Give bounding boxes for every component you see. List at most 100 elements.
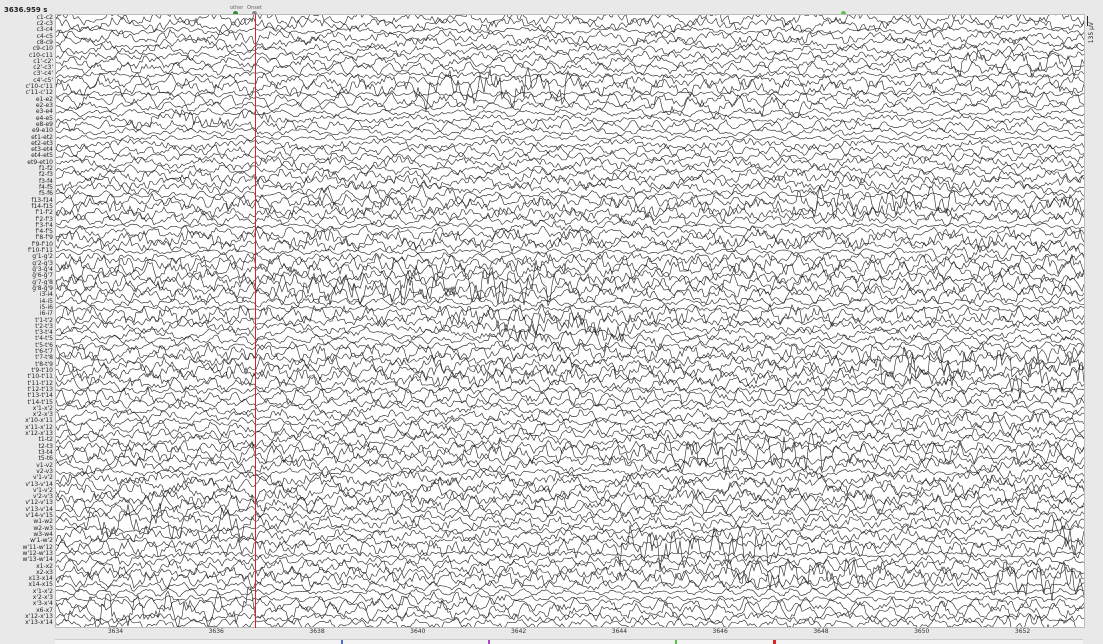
channel-label[interactable]: t'1-t'2	[35, 316, 53, 324]
channel-label[interactable]: w'13-w'14	[22, 556, 53, 564]
channel-label[interactable]: t'5-t'6	[35, 341, 53, 349]
timeline-scrollbar[interactable]	[55, 639, 1083, 644]
channel-label[interactable]: v'13-v'14	[25, 505, 53, 513]
channel-label[interactable]: v'1-v'2	[32, 474, 53, 482]
channel-label[interactable]: g'3-g'4	[32, 266, 53, 274]
channel-label[interactable]: f5-f6	[38, 190, 53, 198]
channel-label[interactable]: w'12-w'13	[22, 549, 53, 557]
channel-label[interactable]: t3-t4	[38, 448, 53, 456]
channel-label[interactable]: g'7-g'8	[32, 278, 53, 286]
channel-label[interactable]: g'2-g'3	[32, 259, 53, 267]
channel-label[interactable]: x'12-x'13	[25, 430, 53, 438]
channel-label[interactable]: i6-i7	[39, 310, 53, 318]
channel-label[interactable]: t'9-t'10	[31, 366, 53, 374]
channel-label[interactable]: e4-e5	[35, 114, 53, 122]
channel-label[interactable]: v'2-v'3	[32, 493, 53, 501]
marker-other-dot[interactable]	[233, 11, 238, 16]
channel-label[interactable]: f2-f3	[38, 171, 53, 179]
channel-label[interactable]: w'11-w'12	[22, 543, 53, 551]
channel-label[interactable]: c9-c10	[32, 45, 53, 53]
channel-label[interactable]: c1'-c2'	[33, 57, 53, 65]
channel-label[interactable]: x'2-x'3	[32, 411, 53, 419]
channel-label[interactable]: f13-f14	[31, 196, 53, 204]
channel-label[interactable]: x'1-x'2	[32, 404, 53, 412]
channel-label[interactable]: f'2-f'3	[35, 215, 53, 223]
channel-label[interactable]: i5-i6	[39, 303, 53, 311]
channel-label[interactable]: f14-f15	[31, 202, 53, 210]
channel-label[interactable]: x'10-x'11	[25, 417, 53, 425]
channel-label[interactable]: f'10-f'11	[28, 247, 53, 255]
channel-label[interactable]: t'10-t'11	[27, 373, 53, 381]
channel-label[interactable]: x2-x3	[36, 568, 53, 576]
channel-label[interactable]: c3'-c4'	[33, 70, 53, 78]
channel-label[interactable]: c2'-c3'	[33, 64, 53, 72]
channel-label[interactable]: v'1-v'2	[32, 486, 53, 494]
channel-label[interactable]: c4-c5	[36, 32, 53, 40]
marker-onset-dot[interactable]	[252, 11, 257, 16]
channel-label[interactable]: i3-i4	[39, 291, 53, 299]
channel-label[interactable]: et2-et3	[31, 139, 53, 147]
channel-label[interactable]: e9-e10	[32, 127, 53, 135]
channel-label[interactable]: e3-e4	[35, 108, 53, 116]
channel-label[interactable]: x'3-x'4	[32, 600, 53, 608]
channel-label[interactable]: f'9-f'10	[31, 240, 53, 248]
channel-label[interactable]: c3-c4	[36, 26, 53, 34]
channel-label[interactable]: v2-v3	[36, 467, 53, 475]
channel-label[interactable]: f'4-f'5	[35, 228, 53, 236]
channel-label[interactable]: c8-c9	[36, 38, 53, 46]
channel-label[interactable]: c2-c3	[36, 19, 53, 27]
channel-label[interactable]: t'13-t'14	[27, 392, 53, 400]
channel-label[interactable]: e2-e3	[35, 101, 53, 109]
channel-label[interactable]: v'12-v'13	[25, 499, 53, 507]
channel-label[interactable]: c1-c2	[36, 13, 53, 21]
channel-label[interactable]: et1-et2	[31, 133, 53, 141]
channel-label[interactable]: v'14-v'15	[25, 512, 53, 520]
channel-label[interactable]: t'11-t'12	[27, 379, 53, 387]
channel-label[interactable]: x1-x2	[36, 562, 53, 570]
channel-label[interactable]: f'1-f'2	[35, 209, 53, 217]
channel-label[interactable]: t'6-t'7	[35, 348, 53, 356]
channel-label[interactable]: f1-f2	[38, 165, 53, 173]
channel-label[interactable]: f3-f4	[38, 177, 53, 185]
channel-label[interactable]: x13-x14	[28, 575, 53, 583]
channel-label[interactable]: t5-t6	[38, 455, 53, 463]
cursor-line[interactable]	[255, 14, 256, 628]
channel-label[interactable]: x'11-x'12	[25, 423, 53, 431]
channel-label[interactable]: x'12-x'13	[25, 613, 53, 621]
channel-label[interactable]: t1-t2	[38, 436, 53, 444]
channel-label[interactable]: x6-x7	[36, 606, 53, 614]
channel-label[interactable]: t'3-t'4	[35, 329, 53, 337]
channel-label[interactable]: e8-e9	[35, 120, 53, 128]
channel-label[interactable]: t'12-t'13	[27, 385, 53, 393]
channel-label[interactable]: w1-w2	[33, 518, 53, 526]
channel-label[interactable]: et9-et10	[27, 158, 53, 166]
channel-label[interactable]: g'1-g'2	[32, 253, 53, 261]
channel-label[interactable]: f4-f5	[38, 184, 53, 191]
channel-label[interactable]: et3-et4	[31, 146, 53, 154]
channel-label[interactable]: e1-e2	[35, 95, 53, 103]
channel-label[interactable]: g'6-g'7	[32, 272, 53, 280]
channel-label[interactable]: f'3-f'4	[35, 221, 53, 229]
channel-label[interactable]: c4'-c5'	[33, 76, 53, 84]
channel-label[interactable]: t'2-t'3	[35, 322, 53, 330]
channel-label[interactable]: t'4-t'5	[35, 335, 53, 343]
channel-label[interactable]: x'2-x'3	[32, 594, 53, 602]
marker-extra-dot[interactable]	[841, 11, 846, 16]
channel-label[interactable]: w3-w4	[33, 531, 53, 538]
channel-label[interactable]: t'8-t'9	[35, 360, 53, 368]
channel-label[interactable]: t'14-t'15	[27, 398, 53, 406]
eeg-trace-area[interactable]	[55, 14, 1085, 628]
channel-label[interactable]: x'13-x'14	[25, 619, 53, 627]
channel-label[interactable]: v'13-v'14	[25, 480, 53, 488]
channel-label[interactable]: t2-t3	[38, 442, 53, 450]
channel-label[interactable]: i4-i5	[39, 297, 53, 305]
channel-label[interactable]: w2-w3	[33, 524, 53, 532]
channel-label[interactable]: f'8-f'9	[35, 234, 53, 242]
channel-label[interactable]: x14-x15	[28, 581, 53, 589]
channel-label[interactable]: v1-v2	[36, 461, 53, 469]
channel-label[interactable]: c10-c11	[28, 51, 53, 59]
channel-label[interactable]: w'1-w'2	[30, 537, 53, 545]
channel-label[interactable]: x'1-x'2	[32, 587, 53, 595]
channel-label[interactable]: c'10-c'11	[25, 83, 53, 91]
channel-label[interactable]: et4-et5	[31, 152, 53, 160]
